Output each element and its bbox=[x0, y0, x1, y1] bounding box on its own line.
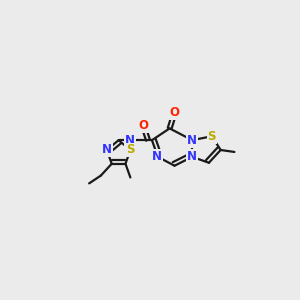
Text: S: S bbox=[126, 143, 135, 157]
Text: N: N bbox=[187, 134, 197, 147]
Text: S: S bbox=[208, 130, 216, 143]
Text: N: N bbox=[187, 150, 197, 164]
Text: H: H bbox=[127, 145, 136, 155]
Text: N: N bbox=[152, 150, 162, 164]
Text: N: N bbox=[125, 134, 135, 147]
Text: N: N bbox=[102, 143, 112, 157]
Text: O: O bbox=[138, 119, 148, 132]
Text: O: O bbox=[169, 106, 179, 119]
